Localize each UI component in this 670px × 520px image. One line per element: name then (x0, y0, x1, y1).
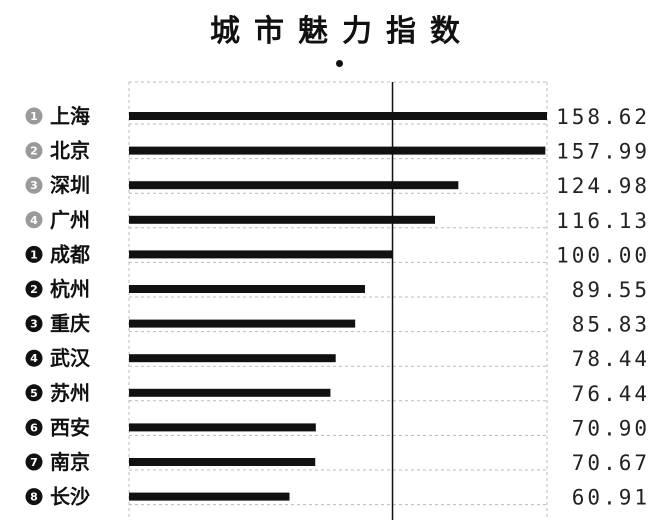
rank-badge (25, 107, 43, 125)
rank-number: 4 (30, 214, 38, 227)
rank-number: 1 (30, 248, 38, 261)
rank-number: 4 (30, 352, 38, 365)
chart-title: 城市魅力指数 (210, 14, 474, 49)
value-label: 116.13 (556, 209, 650, 233)
bar-长沙 (129, 492, 290, 501)
rank-number: 7 (30, 456, 38, 469)
rank-badge (25, 142, 43, 160)
city-label: 武汉 (50, 346, 91, 370)
rank-number: 8 (30, 491, 38, 504)
rank-badge (25, 211, 43, 229)
city-label: 苏州 (50, 381, 90, 405)
value-label: 157.99 (556, 140, 650, 164)
bar-广州 (129, 215, 436, 224)
rank-badge (25, 349, 43, 367)
bar-杭州 (129, 285, 365, 293)
bar-重庆 (129, 319, 356, 328)
bar-武汉 (129, 354, 336, 363)
city-label: 广州 (50, 208, 90, 232)
rank-number: 5 (30, 387, 38, 400)
rank-badge (25, 488, 43, 506)
city-label: 深圳 (50, 173, 90, 197)
city-label: 长沙 (50, 485, 90, 509)
value-label: 76.44 (572, 382, 650, 406)
rank-badge (25, 245, 43, 263)
rank-number: 2 (30, 283, 38, 296)
value-label: 60.91 (572, 486, 650, 510)
bar-北京 (129, 146, 546, 155)
city-label: 成都 (50, 242, 90, 266)
city-label: 北京 (50, 139, 90, 163)
value-label: 70.67 (572, 451, 650, 475)
city-label: 杭州 (50, 277, 90, 301)
rank-badge (25, 280, 43, 298)
title-dot (336, 60, 343, 67)
rank-number: 2 (30, 145, 38, 158)
bar-上海 (129, 112, 547, 120)
rank-badge (25, 176, 43, 194)
rank-badge (25, 453, 43, 471)
value-label: 85.83 (572, 313, 650, 337)
value-label: 124.98 (556, 174, 650, 198)
value-label: 100.00 (556, 243, 650, 267)
bar-苏州 (129, 388, 331, 397)
rank-badge (25, 315, 43, 333)
bar-深圳 (129, 181, 459, 190)
value-label: 158.62 (556, 105, 650, 129)
city-label: 西安 (50, 415, 90, 439)
bar-南京 (129, 458, 316, 466)
rank-number: 3 (30, 318, 38, 331)
bar-西安 (129, 423, 316, 432)
rank-number: 1 (30, 110, 38, 123)
rank-badge (25, 384, 43, 402)
value-label: 70.90 (572, 416, 650, 440)
city-label: 南京 (50, 450, 90, 474)
city-label: 上海 (50, 104, 90, 128)
value-label: 78.44 (572, 347, 650, 371)
rank-badge (25, 418, 43, 436)
city-label: 重庆 (50, 312, 90, 336)
value-label: 89.55 (572, 278, 650, 302)
rank-number: 3 (30, 179, 38, 192)
rank-number: 6 (30, 421, 38, 434)
bar-成都 (129, 250, 393, 259)
